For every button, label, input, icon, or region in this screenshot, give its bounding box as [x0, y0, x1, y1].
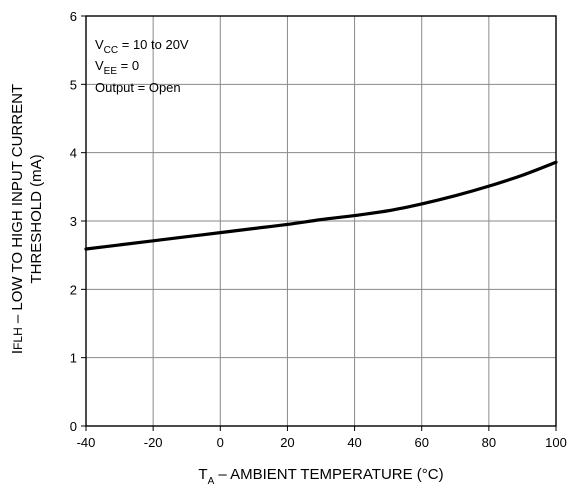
x-tick-label: 20 — [280, 435, 294, 450]
y-axis-title-line-1: IFLH – LOW TO HIGH INPUT CURRENT — [9, 84, 26, 354]
x-tick-label: 80 — [482, 435, 496, 450]
series-line — [84, 160, 558, 251]
y-tick-label: 1 — [70, 351, 77, 366]
y-tick-label: 5 — [70, 77, 77, 92]
annotation-output: Output = Open — [95, 80, 181, 95]
tick-labels: -40 -20 0 20 40 60 80 100 0 1 2 3 4 5 6 — [70, 9, 567, 450]
y-axis-title-line-2: THRESHOLD (mA) — [28, 154, 45, 283]
x-axis-title: TA – AMBIENT TEMPERATURE (°C) — [198, 466, 443, 487]
x-tick-label: -20 — [144, 435, 163, 450]
x-tick-label: 60 — [414, 435, 428, 450]
annotation-vcc: VCC = 10 to 20V — [95, 37, 189, 56]
x-tick-label: 0 — [217, 435, 224, 450]
y-tick-label: 0 — [70, 419, 77, 434]
annotation-vee: VEE = 0 — [95, 58, 139, 77]
x-tick-label: -40 — [77, 435, 96, 450]
y-tick-label: 2 — [70, 282, 77, 297]
y-tick-label: 6 — [70, 9, 77, 24]
y-tick-label: 3 — [70, 214, 77, 229]
x-tick-label: 100 — [545, 435, 567, 450]
x-tick-label: 40 — [347, 435, 361, 450]
y-tick-label: 4 — [70, 146, 77, 161]
